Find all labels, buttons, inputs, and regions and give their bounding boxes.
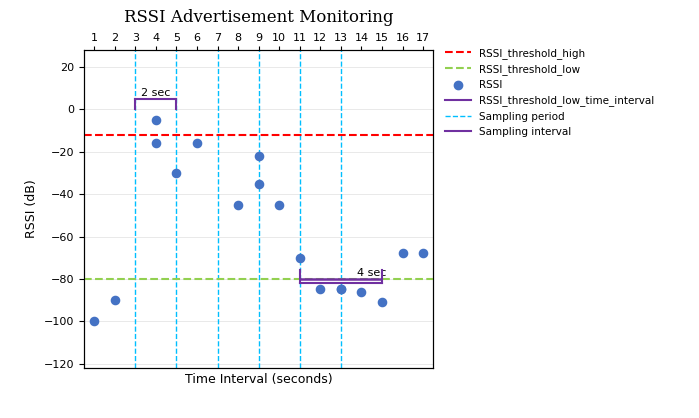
Point [192, 140, 203, 147]
Point [253, 180, 264, 187]
Point [294, 255, 305, 261]
Point [417, 250, 428, 257]
Point [376, 299, 387, 306]
Point [273, 201, 284, 208]
Text: 2 sec: 2 sec [141, 88, 171, 98]
Y-axis label: RSSI (dB): RSSI (dB) [25, 180, 38, 238]
Point [109, 297, 120, 303]
Point [233, 201, 244, 208]
Point [315, 286, 326, 293]
Point [171, 170, 182, 176]
Point [397, 250, 408, 257]
Legend: RSSI_threshold_high, RSSI_threshold_low, RSSI, RSSI_threshold_low_time_interval,: RSSI_threshold_high, RSSI_threshold_low,… [440, 44, 658, 141]
Point [150, 117, 161, 123]
Point [89, 318, 100, 325]
Point [150, 140, 161, 147]
Point [356, 288, 367, 295]
Point [336, 286, 347, 293]
Title: RSSI Advertisement Monitoring: RSSI Advertisement Monitoring [124, 9, 394, 26]
X-axis label: Time Interval (seconds): Time Interval (seconds) [185, 373, 333, 386]
Point [253, 153, 264, 159]
Point [336, 286, 347, 293]
Text: 4 sec: 4 sec [357, 268, 387, 278]
